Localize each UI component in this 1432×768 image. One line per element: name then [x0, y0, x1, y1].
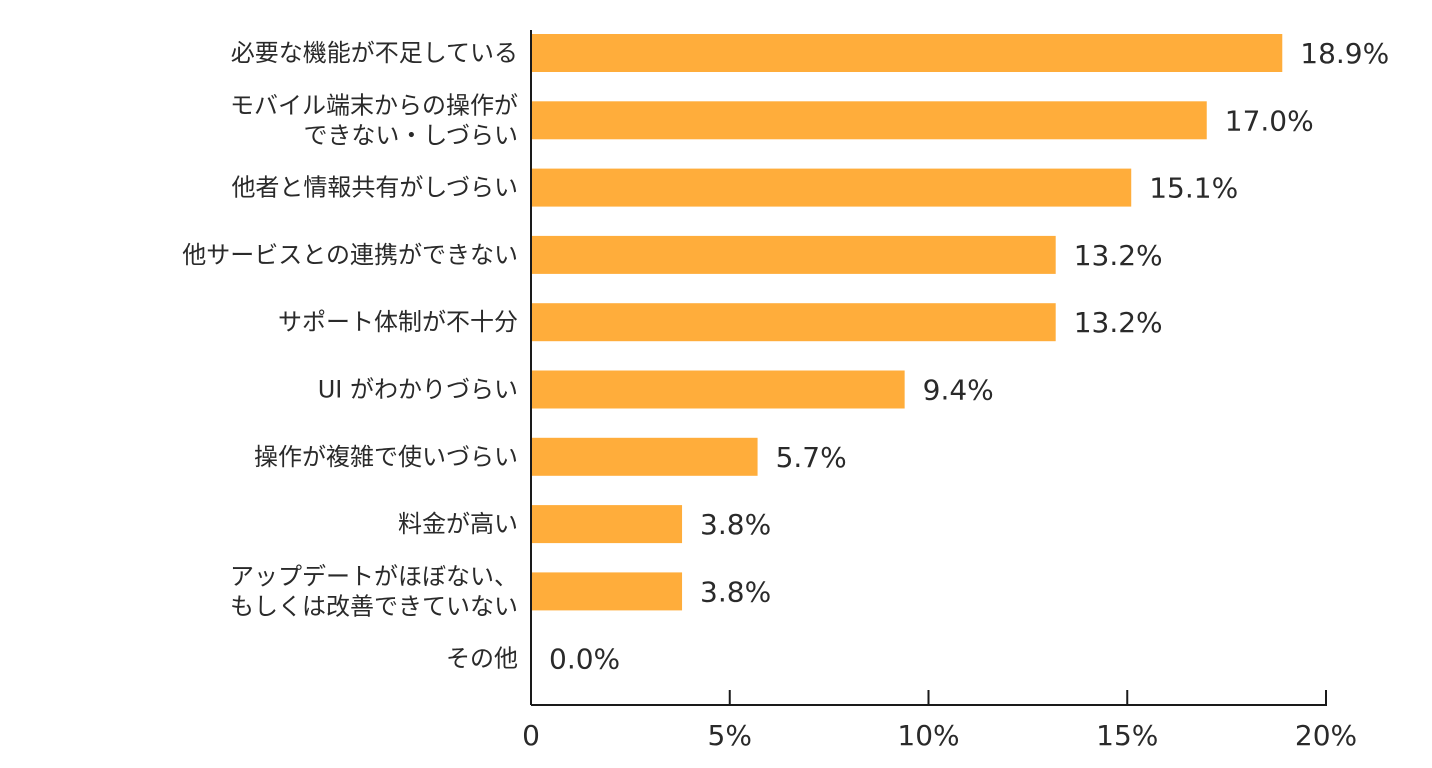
category-label-line: 操作が複雑で使いづらい: [254, 443, 518, 471]
x-tick-label-3: 15%: [1096, 719, 1158, 752]
bars-layer: [531, 34, 1283, 611]
bar-5: [531, 370, 905, 409]
category-label-2: 他者と情報共有がしづらい: [231, 174, 518, 202]
value-label-7: 3.8%: [700, 508, 771, 541]
bar-0: [531, 34, 1283, 72]
category-label-line: もしくは改善できていない: [230, 592, 518, 620]
bar-6: [531, 437, 758, 476]
category-label-line: 他サービスとの連携ができない: [182, 241, 518, 269]
value-label-3: 13.2%: [1074, 239, 1163, 272]
category-label-line: UI がわかりづらい: [318, 376, 518, 404]
category-label-line: 料金が高い: [398, 510, 518, 538]
value-label-0: 18.9%: [1300, 37, 1389, 70]
bar-2: [531, 168, 1132, 207]
x-tick-label-2: 10%: [897, 719, 959, 752]
category-label-7: 料金が高い: [398, 510, 518, 538]
bar-1: [531, 101, 1207, 140]
category-label-line: できない・しづらい: [303, 121, 518, 149]
x-tick-label-1: 5%: [708, 719, 752, 752]
x-tick-label-0: 0: [522, 719, 540, 752]
value-label-5: 9.4%: [923, 374, 994, 407]
category-label-line: サポート体制が不十分: [278, 308, 518, 336]
category-label-4: サポート体制が不十分: [278, 308, 518, 336]
category-label-8: アップデートがほぼない、もしくは改善できていない: [230, 562, 518, 620]
category-label-line: その他: [446, 645, 518, 673]
category-label-line: 他者と情報共有がしづらい: [231, 174, 518, 202]
category-label-3: 他サービスとの連携ができない: [182, 241, 518, 269]
bar-8: [531, 572, 683, 611]
value-labels: 18.9% 17.0% 15.1% 13.2% 13.2% 9.4% 5.7% 3.8% 3.8…: [549, 37, 1389, 676]
value-label-6: 5.7%: [776, 441, 847, 474]
category-label-line: アップデートがほぼない、: [230, 562, 518, 590]
bar-3: [531, 235, 1056, 274]
value-label-4: 13.2%: [1074, 306, 1163, 339]
category-label-6: 操作が複雑で使いづらい: [254, 443, 518, 471]
bar-7: [531, 505, 683, 544]
category-label-line: モバイル端末からの操作が: [230, 91, 518, 119]
category-label-0: 必要な機能が不足している: [231, 39, 518, 67]
value-label-9: 0.0%: [549, 643, 620, 676]
value-label-2: 15.1%: [1149, 172, 1238, 205]
category-label-9: その他: [446, 645, 518, 673]
value-label-1: 17.0%: [1225, 104, 1314, 137]
category-label-line: 必要な機能が不足している: [231, 39, 518, 67]
value-label-8: 3.8%: [700, 575, 771, 608]
category-labels: 必要な機能が不足しているモバイル端末からの操作ができない・しづらい他者と情報共有…: [182, 39, 518, 673]
category-label-5: UI がわかりづらい: [318, 376, 518, 404]
x-tick-label-4: 20%: [1295, 719, 1357, 752]
category-label-1: モバイル端末からの操作ができない・しづらい: [230, 91, 518, 149]
axes: 0 5% 10% 15% 20%: [522, 30, 1357, 752]
bar-4: [531, 303, 1056, 342]
